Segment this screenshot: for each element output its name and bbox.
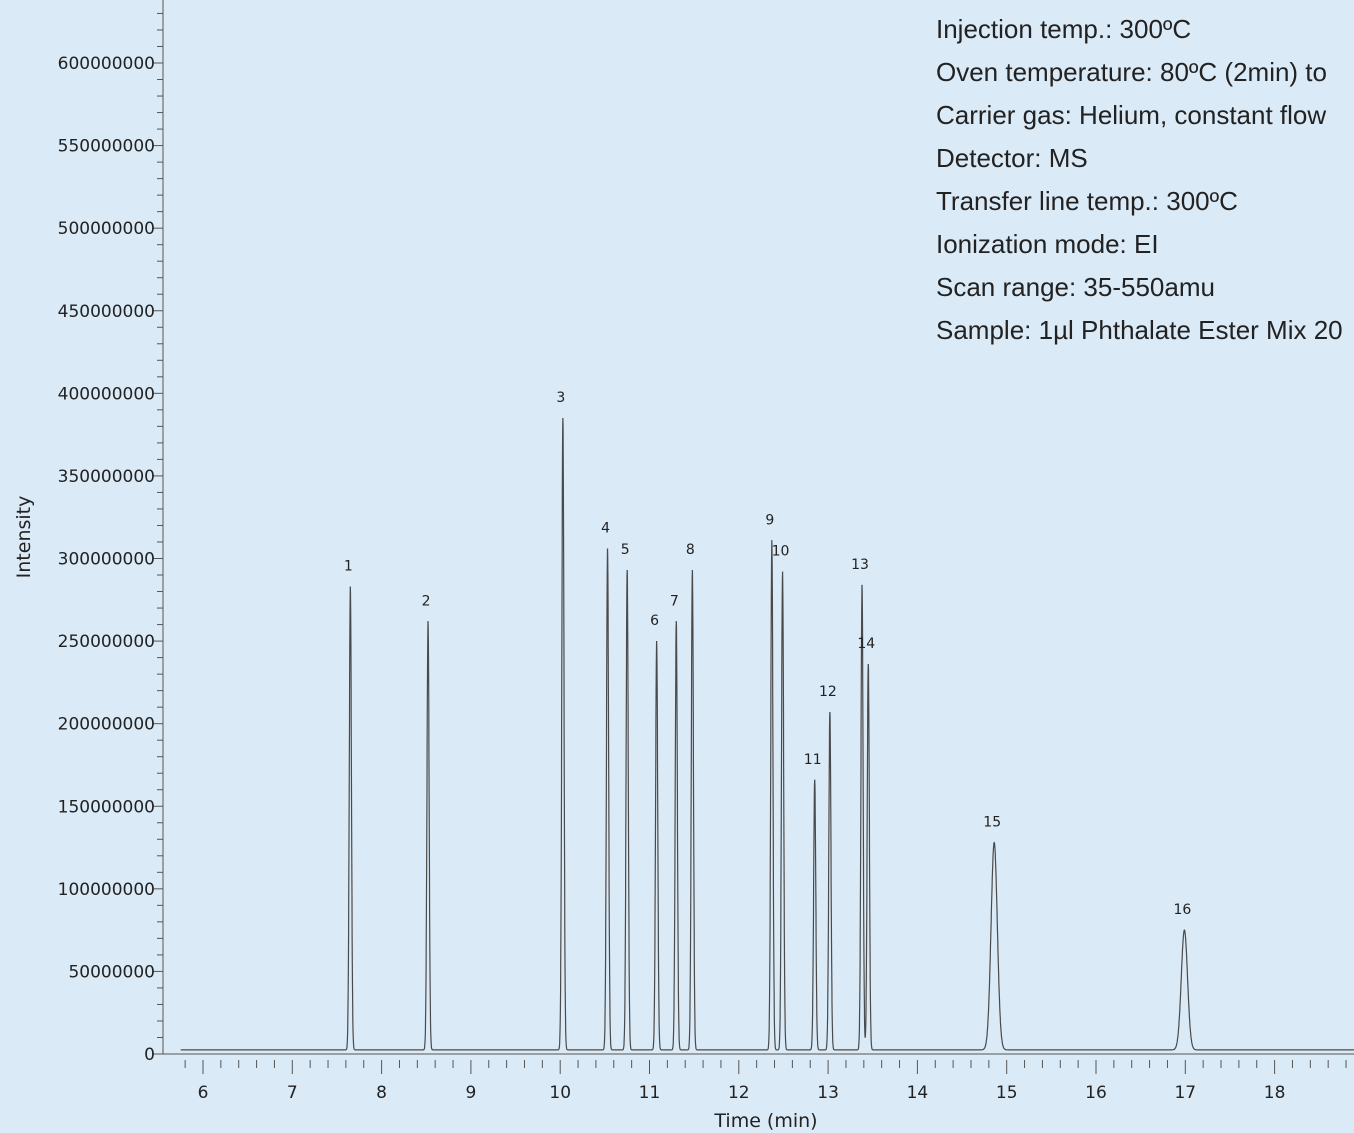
x-axis: 6 7 8 9 10 11 12 13 14 15 16 17 18 [163, 1053, 1354, 1103]
y-axis-title: Intensity [13, 496, 35, 579]
peak-label: 4 [601, 521, 610, 537]
x-tick-label: 13 [817, 1083, 839, 1103]
peak-label: 15 [983, 815, 1001, 831]
y-tick-label: 200000000 [58, 715, 155, 735]
x-tick-label: 6 [198, 1083, 209, 1103]
x-tick-label: 7 [287, 1083, 298, 1103]
y-tick-label: 350000000 [58, 467, 155, 487]
condition-line-transfer-line: Transfer line temp.: 300ºC [936, 186, 1238, 216]
condition-line-ionization: Ionization mode: EI [936, 229, 1159, 259]
y-tick-label: 50000000 [68, 962, 155, 982]
condition-line-scan-range: Scan range: 35-550amu [936, 272, 1215, 302]
x-tick-label: 8 [376, 1083, 387, 1103]
x-tick-label: 18 [1264, 1083, 1286, 1103]
y-tick-label: 450000000 [58, 302, 155, 322]
peak-label: 9 [765, 512, 774, 528]
y-tick-label: 0 [144, 1045, 155, 1065]
peak-label: 1 [344, 559, 353, 575]
instrument-conditions: Injection temp.: 300ºC Oven temperature:… [936, 14, 1343, 345]
peak-label: 12 [819, 684, 837, 700]
condition-line-detector: Detector: MS [936, 143, 1088, 173]
peak-label: 3 [556, 390, 565, 406]
x-tick-label: 15 [996, 1083, 1018, 1103]
y-tick-label: 150000000 [58, 797, 155, 817]
chromatogram-trace [180, 418, 1354, 1051]
y-tick-label: 300000000 [58, 550, 155, 570]
peak-label: 6 [650, 613, 659, 629]
y-axis: 0 50000000 100000000 150000000 200000000 2500… [58, 0, 164, 1065]
y-tick-label: 600000000 [58, 54, 155, 74]
y-tick-label: 100000000 [58, 880, 155, 900]
peak-label: 2 [422, 593, 431, 609]
x-tick-label: 16 [1085, 1083, 1107, 1103]
peak-label: 5 [621, 542, 630, 558]
peak-label: 14 [857, 636, 875, 652]
x-tick-label: 17 [1174, 1083, 1196, 1103]
peak-label: 7 [670, 593, 679, 609]
peak-label: 10 [772, 544, 790, 560]
x-tick-label: 10 [549, 1083, 571, 1103]
y-tick-label: 550000000 [58, 137, 155, 157]
x-tick-label: 12 [728, 1083, 750, 1103]
y-tick-label: 250000000 [58, 632, 155, 652]
peak-label: 16 [1173, 902, 1191, 918]
y-tick-label: 500000000 [58, 219, 155, 239]
condition-line-oven-temp: Oven temperature: 80ºC (2min) to [936, 57, 1327, 87]
y-tick-label: 400000000 [58, 384, 155, 404]
peak-label: 8 [686, 542, 695, 558]
x-axis-title: Time (min) [713, 1110, 817, 1132]
chromatogram-trace-group [180, 418, 1354, 1051]
peak-label: 11 [804, 752, 822, 768]
x-tick-label: 9 [465, 1083, 476, 1103]
condition-line-injection-temp: Injection temp.: 300ºC [936, 14, 1191, 44]
condition-line-sample: Sample: 1µl Phthalate Ester Mix 20 [936, 315, 1343, 345]
x-tick-label: 14 [907, 1083, 929, 1103]
x-tick-label: 11 [639, 1083, 661, 1103]
peak-label: 13 [851, 557, 869, 573]
condition-line-carrier-gas: Carrier gas: Helium, constant flow [936, 100, 1326, 130]
